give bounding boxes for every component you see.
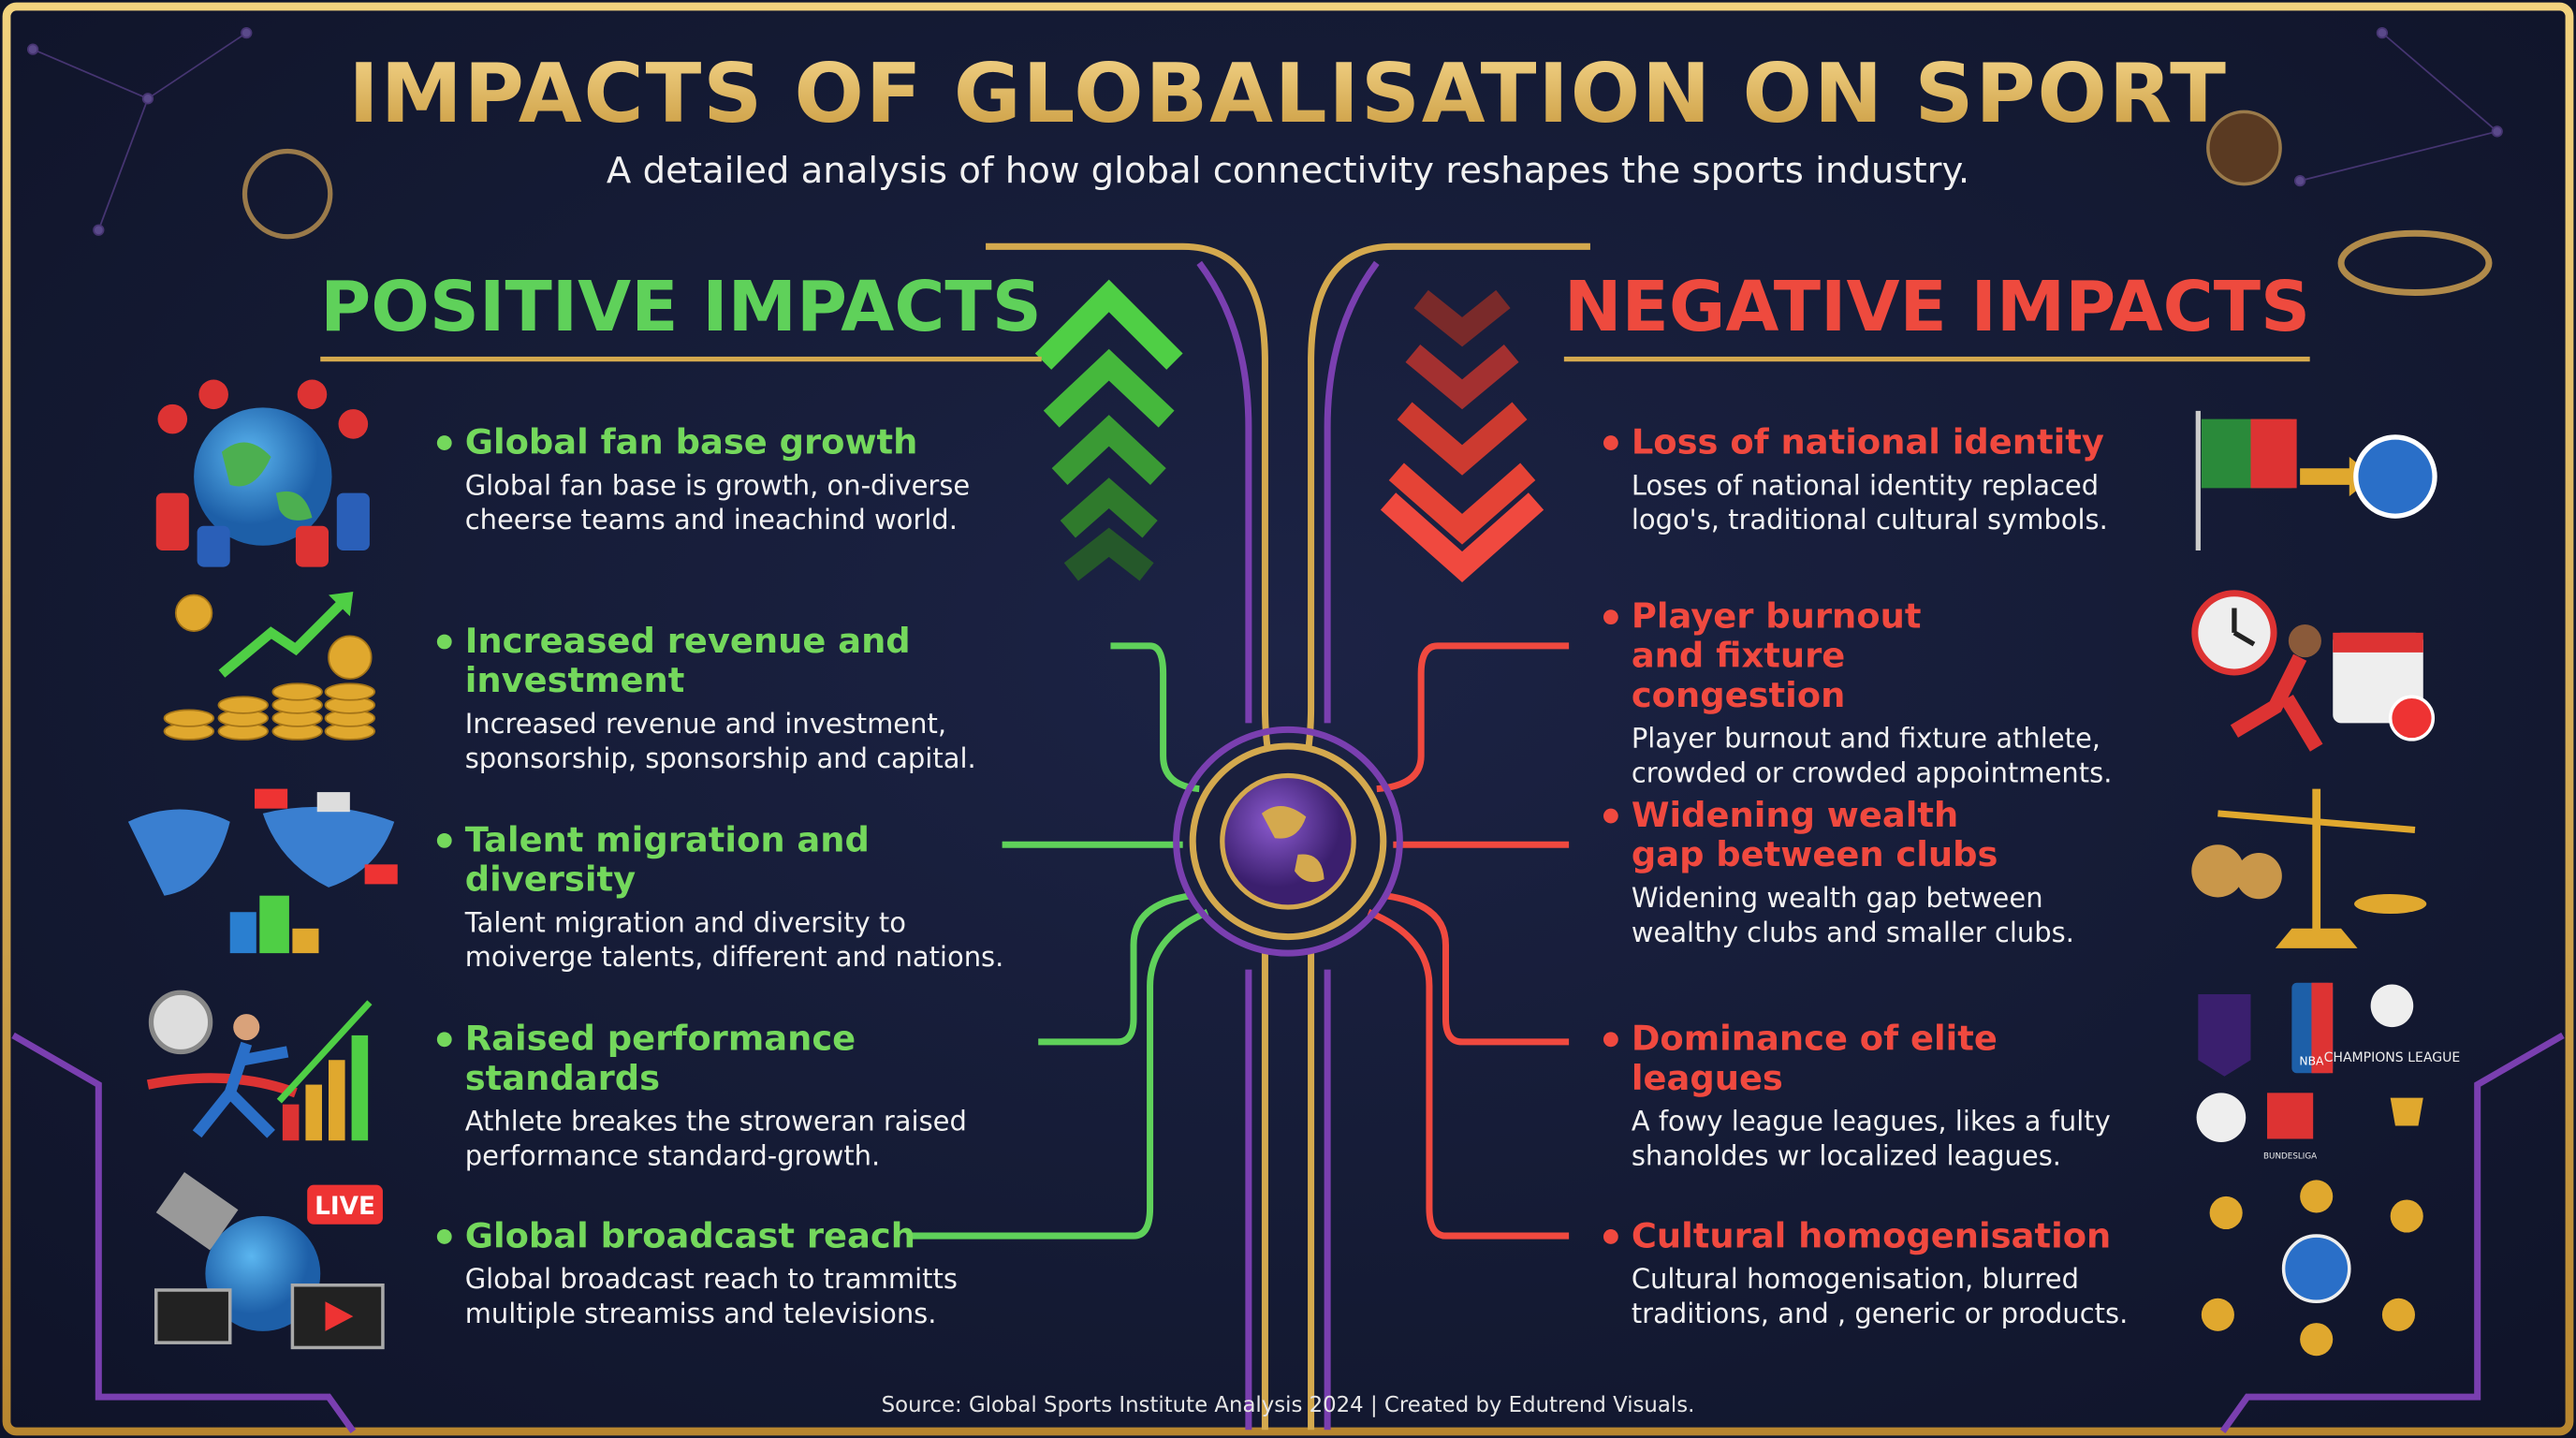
- negative-item: Dominance of elite leagues A fowy league…: [1603, 1019, 2125, 1173]
- positive-item: Global broadcast reach Global broadcast …: [436, 1215, 974, 1331]
- item-text: Widening wealth gap between wealthy club…: [1631, 882, 2074, 948]
- item-text: Player burnout and fixture athlete, crow…: [1631, 723, 2113, 789]
- item-title: Raised performance standards: [464, 1019, 856, 1098]
- negative-item: Loss of national identity Loses of natio…: [1603, 422, 2125, 537]
- item-text: Global fan base is growth, on-diverse ch…: [464, 470, 971, 536]
- item-text: Cultural homogenisation, blurred traditi…: [1631, 1263, 2129, 1330]
- nba-logo: NBA: [2299, 1054, 2324, 1067]
- item-title: Global fan base growth: [464, 422, 918, 462]
- positive-heading: POSITIVE IMPACTS: [320, 266, 1042, 362]
- item-title: Cultural homogenisation: [1631, 1215, 2112, 1256]
- item-title: Loss of national identity: [1631, 422, 2104, 462]
- negative-item: Widening wealth gap between clubs Wideni…: [1603, 795, 2091, 950]
- item-text: Talent migration and diversity to moiver…: [464, 906, 1004, 974]
- item-text: Global broadcast reach to trammitts mult…: [464, 1263, 958, 1330]
- item-title: Widening wealth gap between clubs: [1631, 795, 1998, 874]
- item-title: Increased revenue and investment: [464, 621, 911, 700]
- positive-item: Raised performance standards Athlete bre…: [436, 1019, 1007, 1173]
- champions-logo: CHAMPIONS LEAGUE: [2324, 1050, 2461, 1065]
- item-text: Loses of national identity replaced logo…: [1631, 470, 2108, 536]
- bundesliga-logo: BUNDESLIGA: [2263, 1152, 2317, 1162]
- live-badge: LIVE: [315, 1193, 375, 1221]
- title: IMPACTS OF GLOBALISATION ON SPORT: [0, 46, 2576, 141]
- positive-item: Talent migration and diversity Talent mi…: [436, 819, 1024, 975]
- positive-item: Increased revenue and investment Increas…: [436, 622, 1007, 776]
- item-title: Global broadcast reach: [464, 1215, 916, 1256]
- item-title: Talent migration and diversity: [464, 819, 870, 900]
- positive-item: Global fan base growth Global fan base i…: [436, 422, 1007, 537]
- item-text: Athlete breakes the stroweran raised per…: [464, 1106, 967, 1172]
- negative-heading: NEGATIVE IMPACTS: [1563, 266, 2311, 362]
- item-text: A fowy league leagues, likes a fulty sha…: [1631, 1106, 2111, 1172]
- item-title: Player burnout and fixture congestion: [1631, 596, 1922, 715]
- negative-item: Player burnout and fixture congestion Pl…: [1603, 596, 2141, 790]
- subtitle: A detailed analysis of how global connec…: [606, 151, 1970, 193]
- source-note: Source: Global Sports Institute Analysis…: [881, 1393, 1695, 1418]
- item-title: Dominance of elite leagues: [1631, 1019, 1998, 1098]
- negative-item: Cultural homogenisation Cultural homogen…: [1603, 1215, 2141, 1331]
- item-text: Increased revenue and investment, sponso…: [464, 708, 976, 774]
